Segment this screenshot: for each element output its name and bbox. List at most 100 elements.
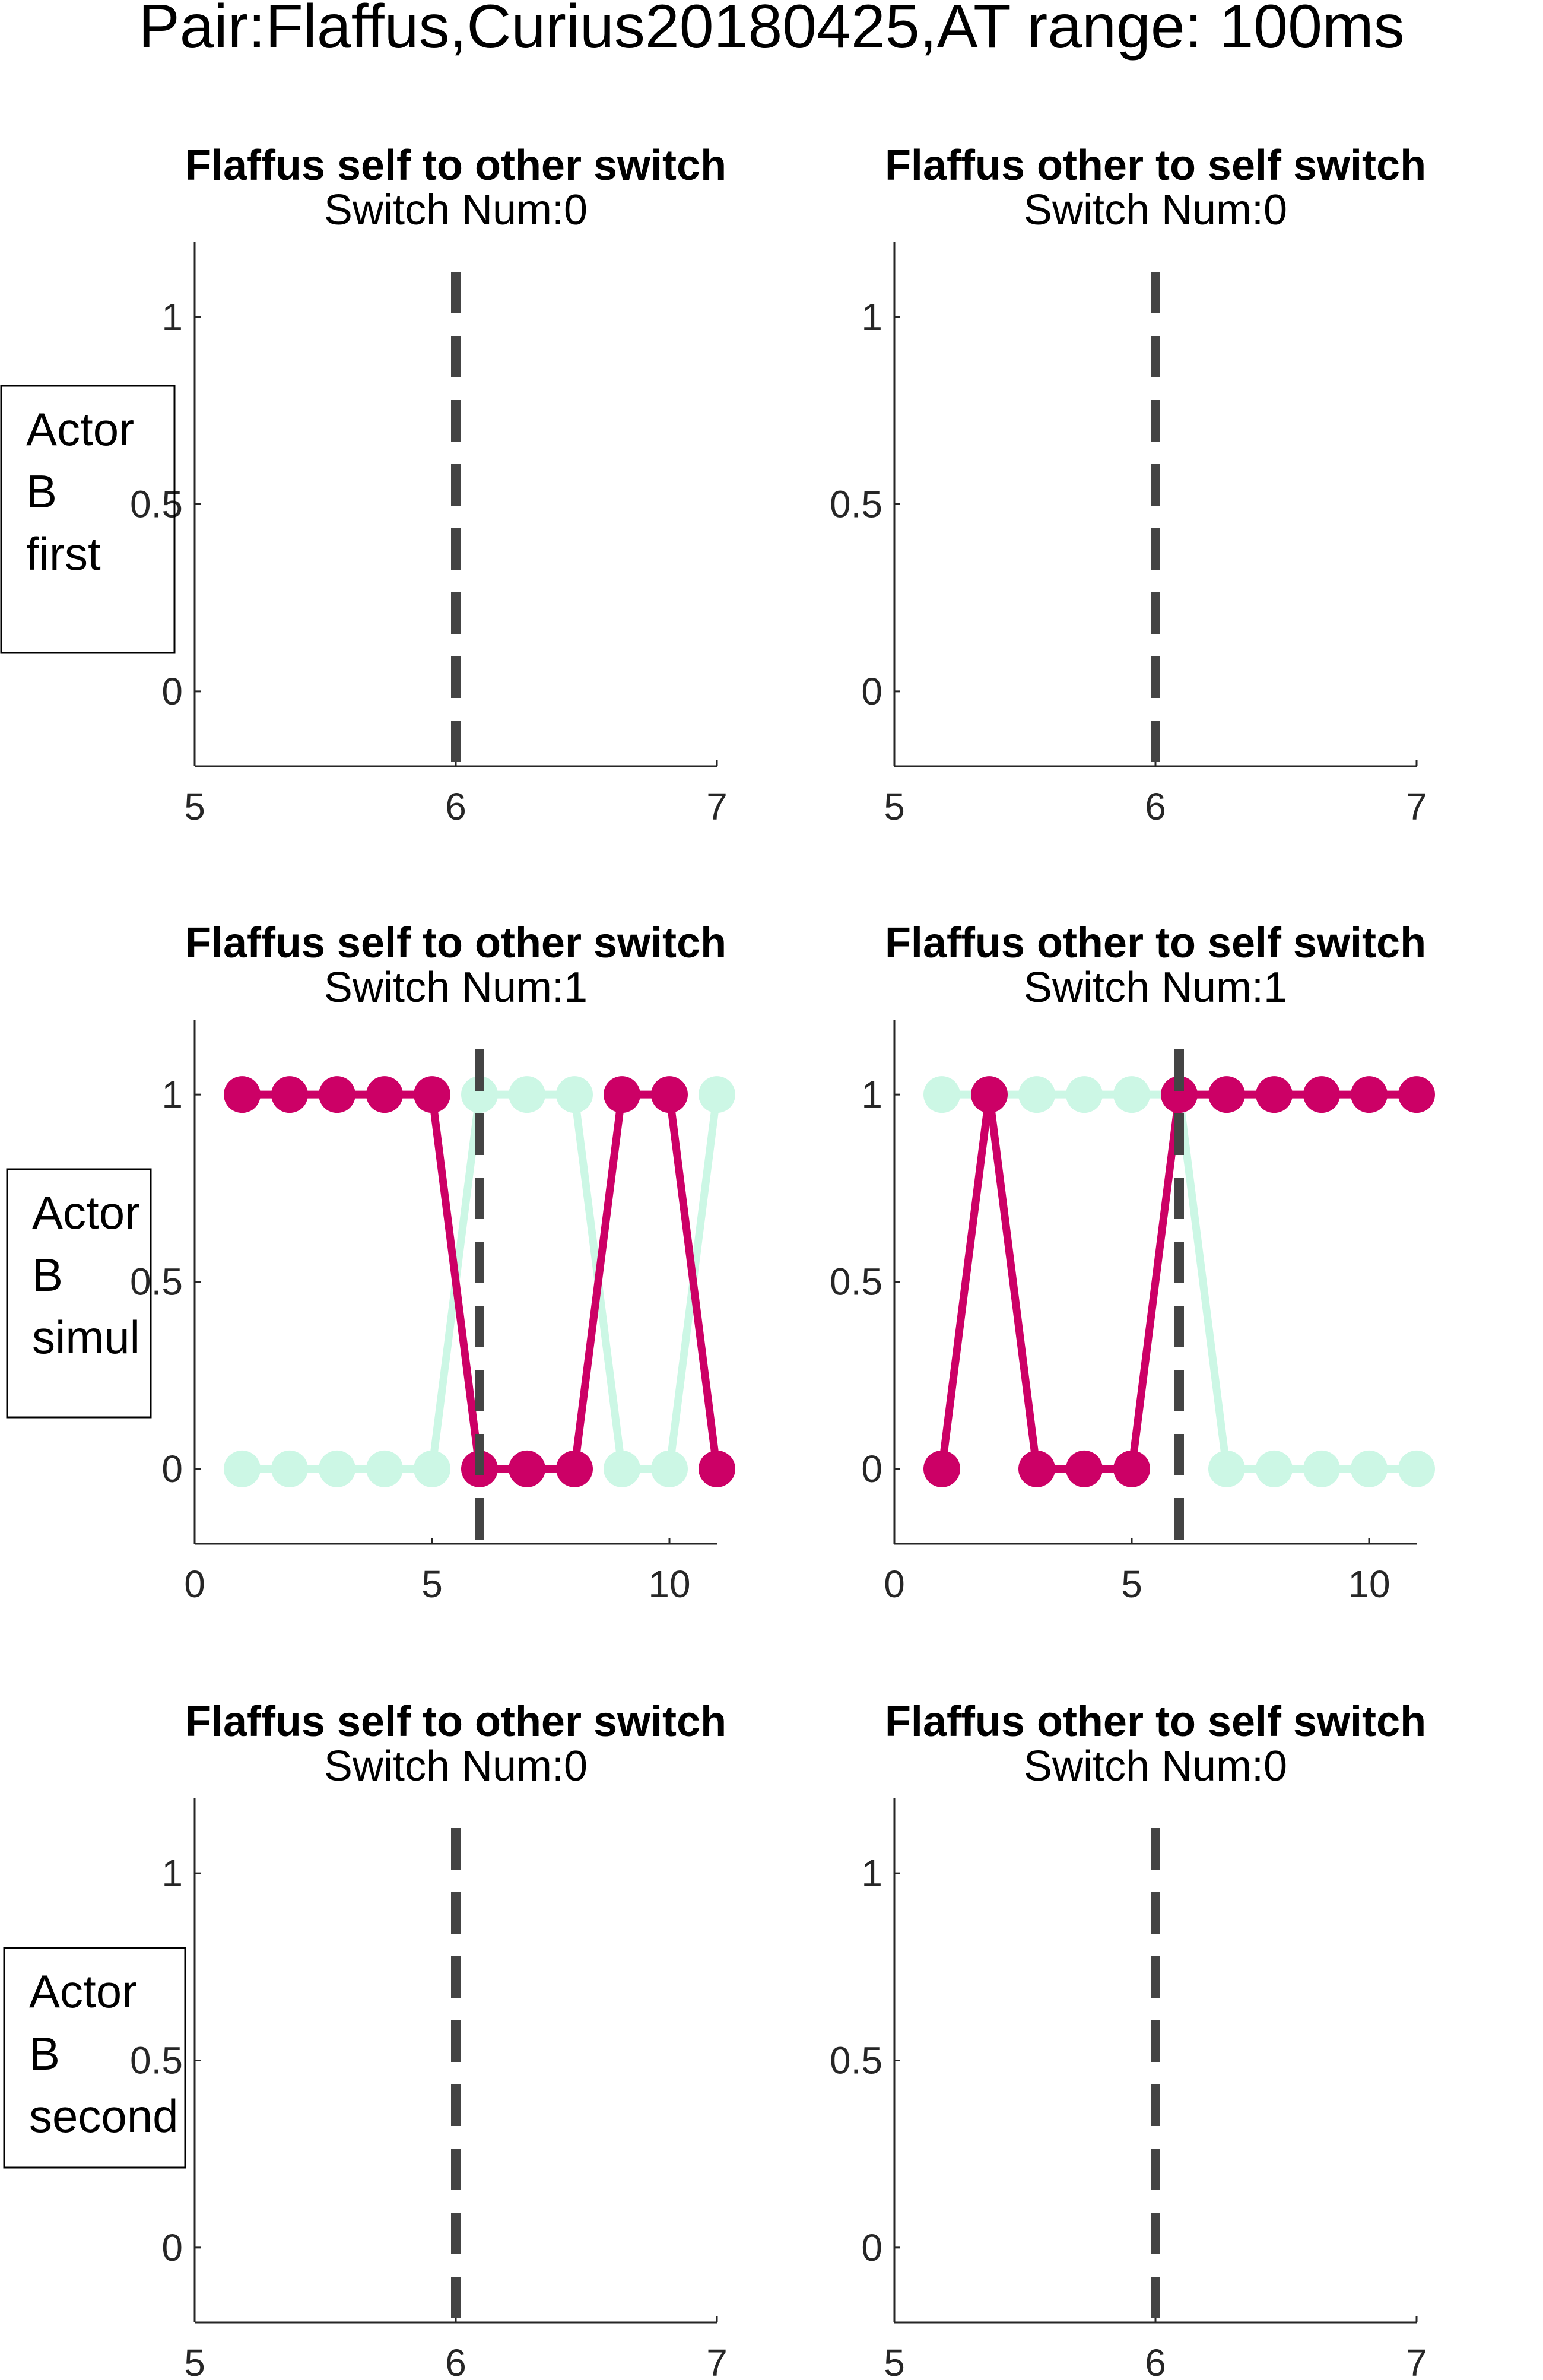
x-tick-label: 7 — [1406, 785, 1427, 828]
y-tick-label: 1 — [861, 1073, 882, 1116]
row-label-border — [3, 1947, 186, 2169]
data-point — [1208, 1450, 1245, 1487]
row-label-line: B — [26, 465, 57, 518]
panel-title: Flaffus other to self switch — [885, 919, 1426, 967]
data-point — [319, 1076, 355, 1113]
data-point — [1398, 1450, 1435, 1487]
y-tick-label: 0.5 — [130, 2039, 183, 2082]
x-tick-label: 10 — [648, 1563, 690, 1605]
data-point — [1113, 1450, 1150, 1487]
data-point — [271, 1450, 308, 1487]
y-tick-label: 1 — [861, 1852, 882, 1895]
x-tick-label: 5 — [184, 2341, 205, 2380]
x-tick-label: 7 — [706, 2341, 728, 2380]
data-point — [224, 1450, 261, 1487]
y-tick-label: 0 — [861, 2226, 882, 2269]
y-tick-label: 1 — [861, 296, 882, 338]
x-tick-label: 10 — [1348, 1563, 1390, 1605]
data-point — [1018, 1076, 1055, 1113]
x-tick-label: 5 — [184, 785, 205, 828]
row-label-line: Actor — [29, 1965, 137, 2017]
data-point — [971, 1076, 1008, 1113]
row-label-line: B — [29, 2027, 60, 2080]
data-point — [1303, 1450, 1340, 1487]
data-point — [509, 1076, 545, 1113]
data-point — [1018, 1450, 1055, 1487]
data-point — [1398, 1076, 1435, 1113]
panel-title: Flaffus self to other switch — [185, 1698, 726, 1746]
data-point — [651, 1450, 688, 1487]
data-point — [1256, 1076, 1293, 1113]
x-tick-label: 7 — [706, 785, 728, 828]
y-tick-label: 0 — [161, 2226, 183, 2269]
row-label-line: Actor — [32, 1186, 140, 1239]
data-point — [1351, 1450, 1388, 1487]
y-tick-label: 0 — [161, 670, 183, 713]
x-tick-label: 6 — [445, 2341, 466, 2380]
y-tick-label: 0.5 — [830, 2039, 882, 2082]
data-point — [1161, 1076, 1198, 1113]
row-label-line: first — [26, 528, 101, 580]
panel-title: Flaffus self to other switch — [185, 142, 726, 189]
data-point — [319, 1450, 355, 1487]
data-point — [1351, 1076, 1388, 1113]
data-point — [509, 1450, 545, 1487]
x-tick-label: 5 — [884, 2341, 905, 2380]
x-tick-label: 6 — [445, 785, 466, 828]
y-tick-label: 1 — [161, 1852, 183, 1895]
y-tick-label: 0 — [861, 1448, 882, 1490]
data-point — [923, 1076, 960, 1113]
data-point — [1066, 1450, 1103, 1487]
panel-subtitle: Switch Num:0 — [1024, 1743, 1287, 1790]
data-point — [461, 1076, 498, 1113]
x-tick-label: 7 — [1406, 2341, 1427, 2380]
data-point — [699, 1450, 735, 1487]
data-point — [366, 1450, 403, 1487]
row-label-border — [6, 1168, 152, 1419]
x-tick-label: 0 — [884, 1563, 905, 1605]
data-point — [1066, 1076, 1103, 1113]
row-label-line: Actor — [26, 403, 134, 455]
data-point — [1256, 1450, 1293, 1487]
y-tick-label: 0 — [861, 670, 882, 713]
data-point — [224, 1076, 261, 1113]
x-tick-label: 0 — [184, 1563, 205, 1605]
data-point — [699, 1076, 735, 1113]
y-tick-label: 1 — [161, 296, 183, 338]
row-label-border — [0, 385, 176, 654]
data-point — [556, 1076, 593, 1113]
panel-title: Flaffus other to self switch — [885, 142, 1426, 189]
x-tick-label: 5 — [884, 785, 905, 828]
x-tick-label: 5 — [1121, 1563, 1142, 1605]
figure-title: Pair:Flaffus,Curius20180425,AT range: 10… — [138, 0, 1404, 61]
data-point — [1303, 1076, 1340, 1113]
panel-subtitle: Switch Num:1 — [324, 964, 588, 1011]
panel-subtitle: Switch Num:0 — [324, 1743, 588, 1790]
row-label-line: simul — [32, 1311, 140, 1363]
x-tick-label: 5 — [421, 1563, 443, 1605]
data-point — [651, 1076, 688, 1113]
data-point — [366, 1076, 403, 1113]
x-tick-label: 6 — [1145, 2341, 1166, 2380]
x-tick-label: 6 — [1145, 785, 1166, 828]
data-point — [604, 1076, 640, 1113]
y-tick-label: 1 — [161, 1073, 183, 1116]
data-point — [604, 1450, 640, 1487]
y-tick-label: 0 — [161, 1448, 183, 1490]
row-label-line: second — [29, 2090, 179, 2142]
data-point — [923, 1450, 960, 1487]
